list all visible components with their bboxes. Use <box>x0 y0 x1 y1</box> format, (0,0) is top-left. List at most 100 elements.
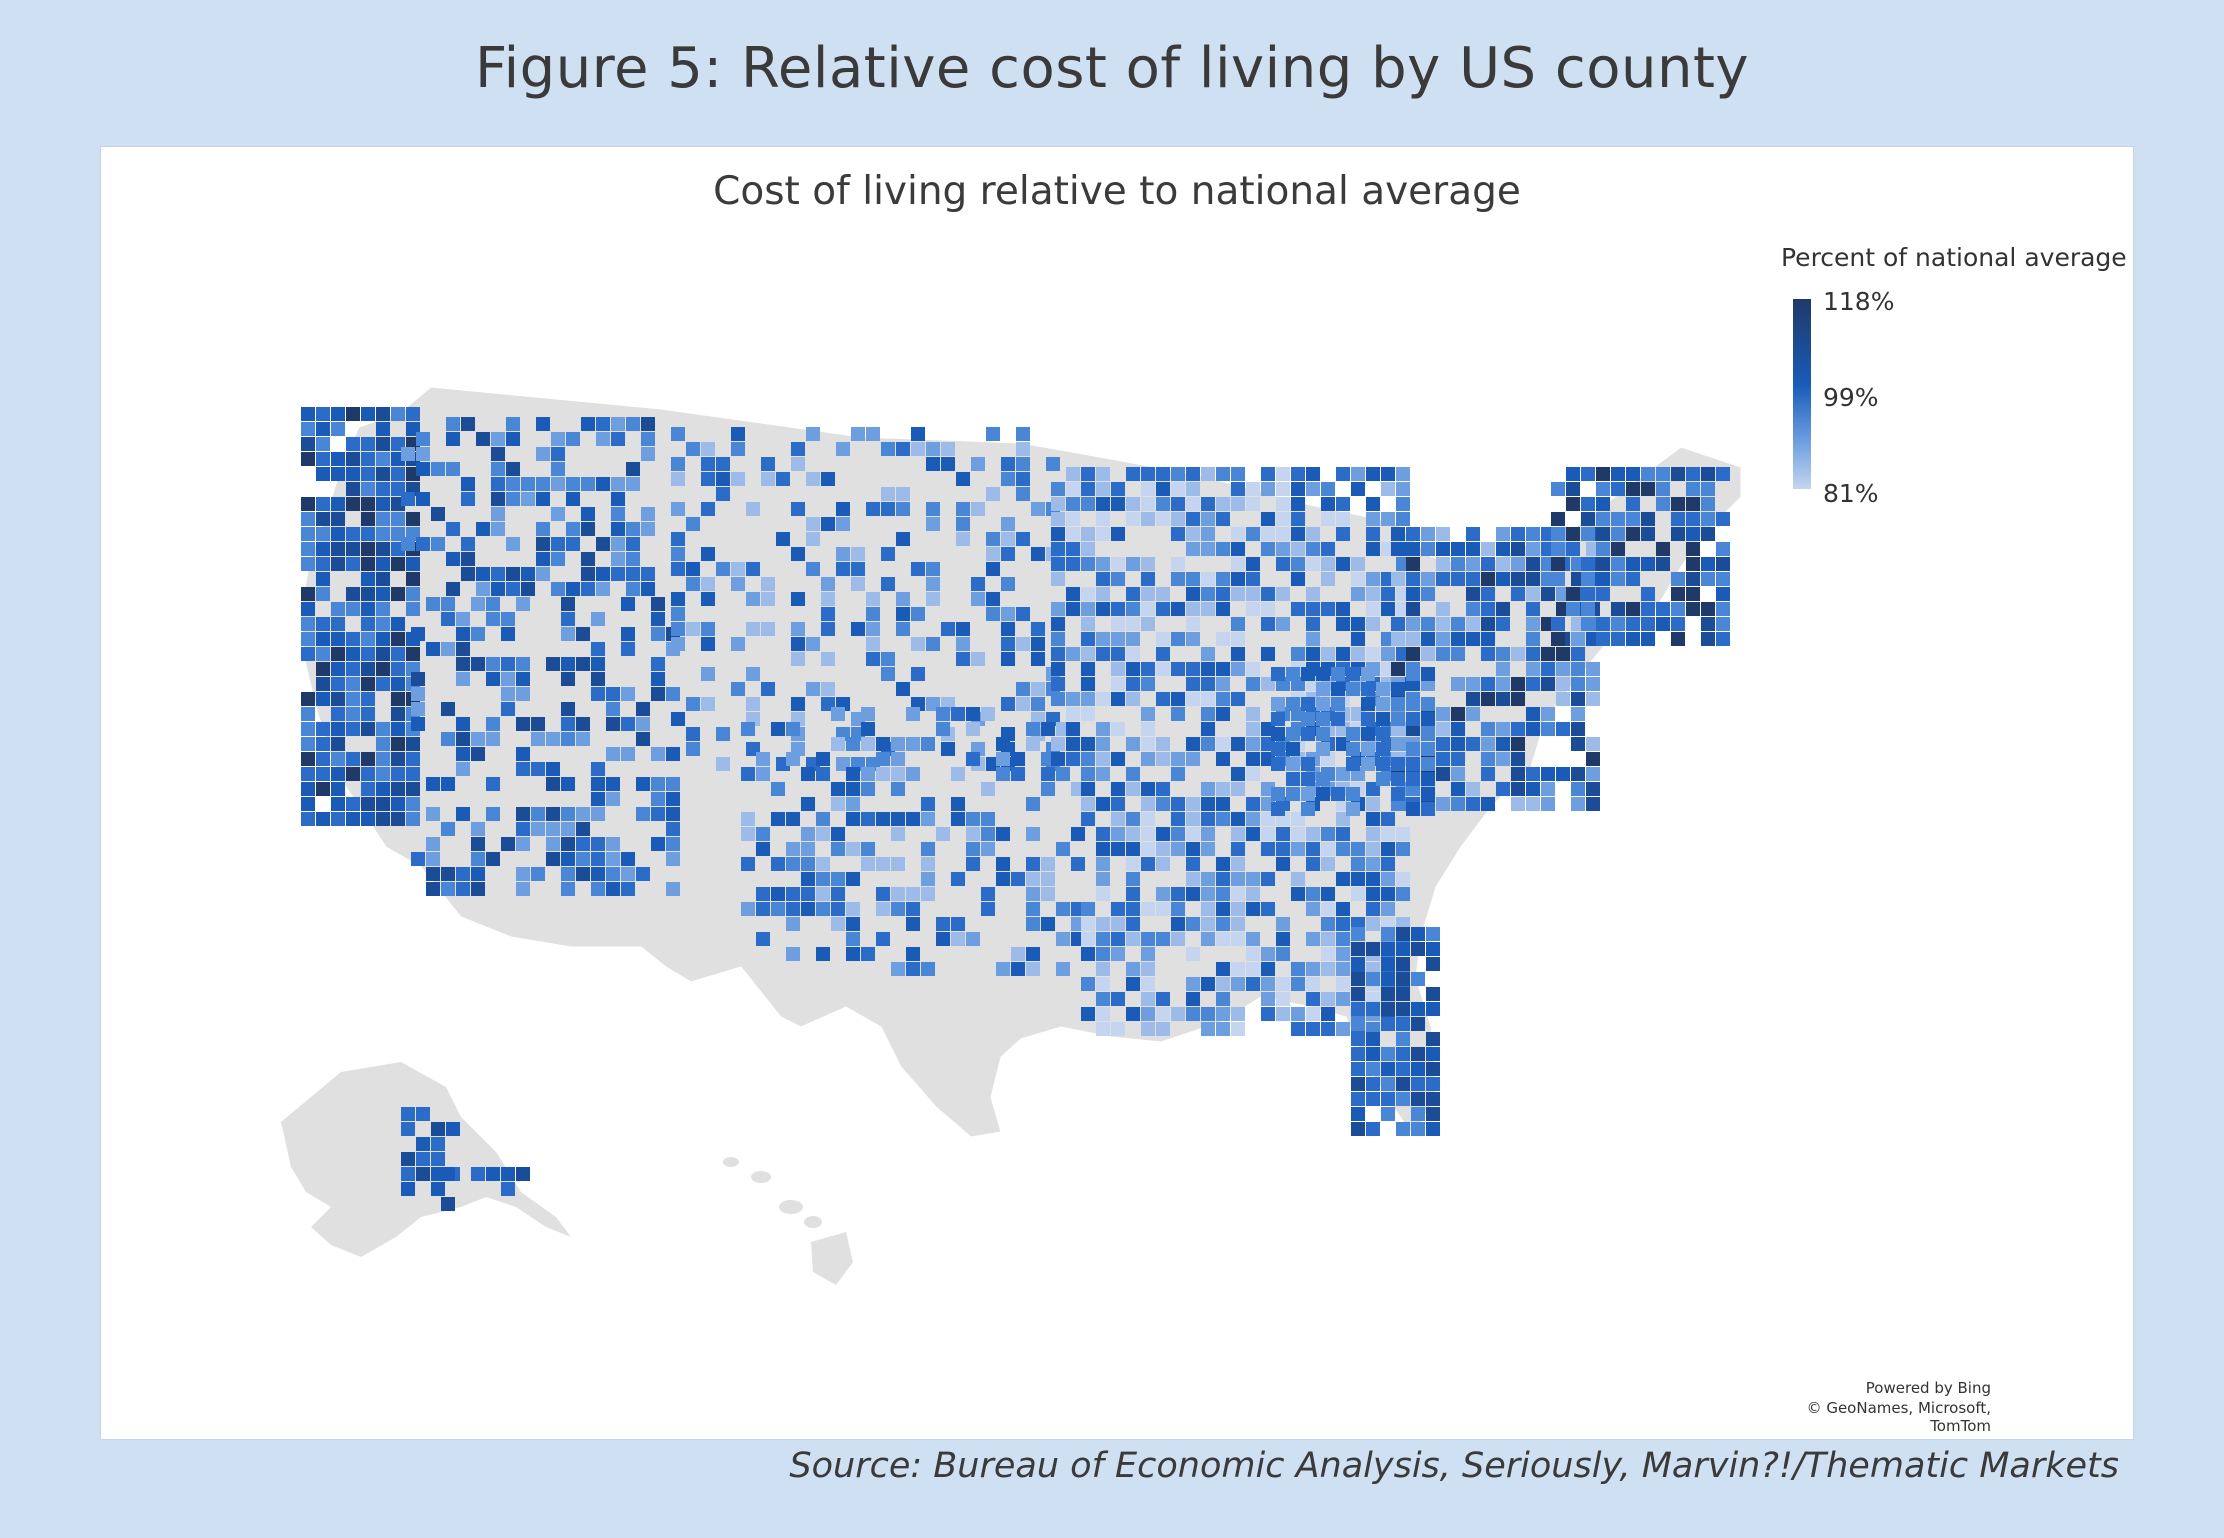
county-tile <box>1066 467 1080 481</box>
county-tile <box>391 782 405 796</box>
county-tile <box>1406 572 1420 586</box>
county-tile <box>1381 512 1395 526</box>
county-tile <box>491 447 505 461</box>
county-tile <box>1081 902 1095 916</box>
county-tile <box>1171 662 1185 676</box>
county-tile <box>746 622 760 636</box>
county-tile <box>561 852 575 866</box>
county-tile <box>1111 902 1125 916</box>
county-tile <box>1171 572 1185 586</box>
county-tile <box>626 417 640 431</box>
county-tile <box>391 632 405 646</box>
county-tile <box>936 722 950 736</box>
county-tile <box>501 657 515 671</box>
county-tile <box>971 457 985 471</box>
county-tile <box>1321 482 1335 496</box>
county-tile <box>456 627 470 641</box>
county-tile <box>1186 887 1200 901</box>
county-tile <box>1096 977 1110 991</box>
county-tile <box>491 522 505 536</box>
county-tile <box>1596 467 1610 481</box>
county-tile <box>1481 752 1495 766</box>
county-tile <box>761 577 775 591</box>
county-tile <box>516 762 530 776</box>
county-tile <box>316 512 330 526</box>
county-tile <box>1321 947 1335 961</box>
county-tile <box>621 882 635 896</box>
county-tile <box>1171 497 1185 511</box>
county-tile <box>441 1167 455 1181</box>
county-tile <box>1361 727 1375 741</box>
county-tile <box>1276 617 1290 631</box>
county-tile <box>391 407 405 421</box>
county-tile <box>1261 587 1275 601</box>
county-tile <box>331 647 345 661</box>
county-tile <box>666 837 680 851</box>
county-tile <box>756 842 770 856</box>
county-tile <box>776 532 790 546</box>
county-tile <box>911 607 925 621</box>
county-tile <box>406 407 420 421</box>
county-tile <box>906 887 920 901</box>
county-tile <box>906 812 920 826</box>
county-tile <box>831 917 845 931</box>
county-tile <box>1391 712 1405 726</box>
county-tile <box>791 592 805 606</box>
county-tile <box>746 667 760 681</box>
county-tile <box>1051 482 1065 496</box>
county-tile <box>1391 542 1405 556</box>
county-tile <box>1611 482 1625 496</box>
county-tile <box>1126 917 1140 931</box>
county-tile <box>391 767 405 781</box>
county-tile <box>1381 482 1395 496</box>
county-tile <box>406 647 420 661</box>
county-tile <box>921 812 935 826</box>
county-tile <box>1071 827 1085 841</box>
county-tile <box>936 827 950 841</box>
county-tile <box>1581 602 1595 616</box>
county-tile <box>761 592 775 606</box>
county-tile <box>566 477 580 491</box>
county-tile <box>1466 617 1480 631</box>
county-tile <box>1551 632 1565 646</box>
county-tile <box>1686 602 1700 616</box>
county-tile <box>1366 872 1380 886</box>
county-tile <box>1291 542 1305 556</box>
county-tile <box>346 542 360 556</box>
county-tile <box>596 417 610 431</box>
county-tile <box>1171 797 1185 811</box>
county-tile <box>461 552 475 566</box>
county-tile <box>1186 917 1200 931</box>
county-tile <box>701 457 715 471</box>
county-tile <box>1321 542 1335 556</box>
county-tile <box>1686 482 1700 496</box>
county-tile <box>456 642 470 656</box>
county-tile <box>666 852 680 866</box>
county-tile <box>1111 692 1125 706</box>
county-tile <box>1141 1022 1155 1036</box>
county-tile <box>491 462 505 476</box>
county-tile <box>576 717 590 731</box>
county-tile <box>846 797 860 811</box>
county-tile <box>461 537 475 551</box>
county-tile <box>1381 1107 1395 1121</box>
county-tile <box>756 767 770 781</box>
county-tile <box>1551 542 1565 556</box>
county-tile <box>1641 482 1655 496</box>
county-tile <box>641 522 655 536</box>
county-tile <box>771 782 785 796</box>
county-tile <box>501 687 515 701</box>
county-tile <box>1571 677 1585 691</box>
county-tile <box>1171 482 1185 496</box>
county-tile <box>1096 872 1110 886</box>
county-tile <box>1051 557 1065 571</box>
county-tile <box>606 852 620 866</box>
county-tile <box>1186 1007 1200 1021</box>
county-tile <box>786 842 800 856</box>
county-tile <box>831 707 845 721</box>
county-tile <box>441 702 455 716</box>
county-tile <box>966 842 980 856</box>
county-tile <box>301 767 315 781</box>
county-tile <box>1216 512 1230 526</box>
county-tile <box>1276 977 1290 991</box>
